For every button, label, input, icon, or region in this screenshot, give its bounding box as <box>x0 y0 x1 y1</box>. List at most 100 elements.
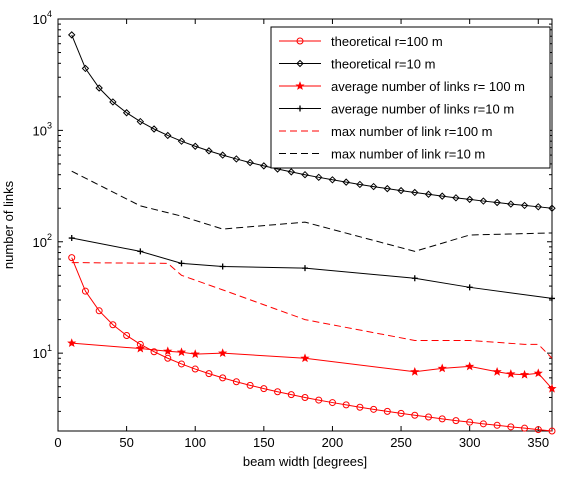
data-point <box>383 184 392 193</box>
legend-label: max number of link r=100 m <box>331 124 492 139</box>
data-point <box>548 427 556 435</box>
series-line <box>71 257 553 432</box>
y-tick-label: 104 <box>33 9 52 27</box>
data-point <box>287 391 295 399</box>
data-point <box>68 254 76 262</box>
data-point <box>397 409 405 417</box>
x-tick-label: 300 <box>459 435 481 450</box>
data-point <box>81 287 89 295</box>
legend: theoretical r=100 m theoretical r=10 m ave… <box>270 26 551 169</box>
data-point <box>67 338 77 348</box>
data-point <box>328 399 336 407</box>
legend-entry: theoretical r=10 m <box>279 57 435 72</box>
legend-marker <box>297 105 303 112</box>
data-point <box>218 348 228 358</box>
x-ticks: 0 50 100 150 200 250 300 350 <box>54 19 549 450</box>
data-point <box>315 173 323 182</box>
data-point <box>95 84 103 92</box>
data-point <box>219 263 226 270</box>
data-point <box>533 368 543 378</box>
data-point <box>438 192 446 200</box>
data-point <box>493 421 501 429</box>
legend-entry: max number of link r=100 m <box>279 124 492 139</box>
data-point <box>68 235 75 242</box>
data-point <box>548 204 556 212</box>
data-point <box>534 426 542 434</box>
data-point <box>191 365 199 373</box>
data-point <box>521 424 529 432</box>
data-point <box>356 180 364 189</box>
data-point <box>328 176 337 184</box>
data-point <box>534 203 542 211</box>
data-point <box>520 201 529 210</box>
x-tick-label: 100 <box>184 435 206 450</box>
data-point <box>123 332 131 340</box>
x-tick-label: 350 <box>527 435 549 450</box>
y-tick-base: 10 <box>33 346 47 361</box>
data-point <box>465 361 475 371</box>
data-point <box>300 353 310 363</box>
data-point <box>452 194 460 202</box>
data-point <box>479 197 488 205</box>
data-point <box>150 125 158 133</box>
data-point <box>109 321 117 329</box>
series-line <box>71 170 553 252</box>
series-line <box>71 237 553 299</box>
data-point <box>274 388 282 396</box>
data-point <box>452 417 460 425</box>
data-point <box>178 360 185 368</box>
data-point <box>205 370 213 378</box>
data-point <box>302 265 308 272</box>
data-point <box>465 195 474 204</box>
data-point <box>466 284 473 291</box>
data-point <box>479 420 487 428</box>
x-tick-label: 150 <box>253 435 275 450</box>
data-point <box>438 415 446 423</box>
legend-label: max number of link r=10 m <box>331 147 485 162</box>
data-point <box>506 369 516 378</box>
data-point <box>287 168 295 176</box>
x-tick-label: 50 <box>119 435 133 450</box>
data-point <box>383 407 391 415</box>
y-tick-label: 103 <box>33 120 52 138</box>
x-axis-label: beam width [degrees] <box>243 454 367 469</box>
data-point <box>424 190 433 198</box>
series-4 <box>71 262 553 359</box>
legend-label: theoretical r=10 m <box>331 57 435 72</box>
y-tick-base: 10 <box>33 123 47 138</box>
legend-entry: theoretical r=100 m <box>279 34 443 49</box>
data-point <box>150 348 158 356</box>
data-point <box>507 423 515 431</box>
data-point <box>315 396 323 404</box>
data-point <box>218 151 227 159</box>
series-0 <box>68 254 556 435</box>
series-line <box>71 262 553 359</box>
legend-label: average number of links r=10 m <box>331 102 514 117</box>
y-tick-exponent: 1 <box>47 343 52 353</box>
x-tick-label: 250 <box>390 435 412 450</box>
data-point <box>547 383 557 393</box>
legend-marker <box>296 37 304 45</box>
data-point <box>369 182 378 191</box>
series-3 <box>68 235 555 302</box>
data-point <box>260 385 268 393</box>
data-point <box>109 98 117 106</box>
series-layer <box>67 31 557 435</box>
data-point <box>466 418 474 426</box>
data-point <box>437 363 447 373</box>
y-tick-base: 10 <box>33 12 47 27</box>
data-point <box>519 369 530 379</box>
data-point <box>246 381 254 389</box>
data-point <box>493 198 501 207</box>
data-point <box>122 109 131 117</box>
legend-entry: average number of links r= 100 m <box>279 79 525 94</box>
data-point <box>81 64 90 73</box>
data-point <box>411 411 419 419</box>
data-point <box>177 137 186 145</box>
data-point <box>492 366 502 376</box>
data-point <box>232 155 241 163</box>
data-point <box>397 186 405 195</box>
data-point <box>68 31 76 39</box>
